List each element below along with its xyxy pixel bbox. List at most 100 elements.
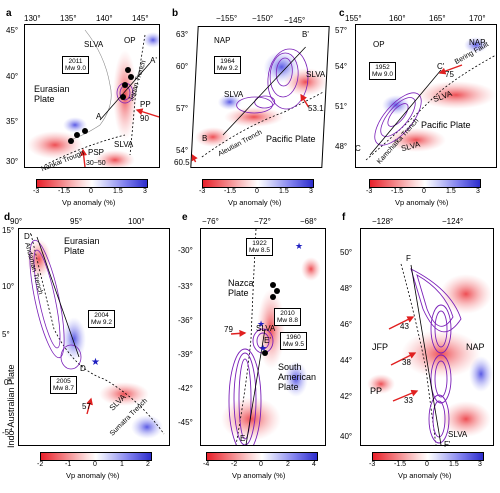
profile-end: A — [96, 112, 102, 121]
lat-tick: 42° — [340, 392, 353, 401]
lon-tick: −145° — [284, 16, 306, 25]
slva-label: SLVA — [306, 70, 326, 79]
lon-tick: 140° — [96, 14, 113, 23]
contours — [228, 328, 274, 445]
colorbar-tick: 0 — [425, 461, 429, 468]
colorbar-tick: 3 — [309, 188, 313, 195]
colorbar-tick: 0 — [89, 188, 93, 195]
colorbar — [372, 452, 484, 461]
colorbar-tick: 1.5 — [446, 188, 456, 195]
velocity-label: 38 — [402, 358, 411, 367]
earthquake-label: 2004 Mw 9.2 — [88, 310, 115, 328]
map-canvas — [27, 29, 159, 167]
slow-anomaly — [99, 382, 149, 406]
colorbar-title: Vp anomaly (%) — [66, 471, 120, 480]
lat-tick: -36° — [178, 316, 193, 325]
colorbar-tick: -1.5 — [394, 461, 407, 468]
slva-label: SLVA — [256, 324, 276, 333]
plate-motion-arrow — [135, 108, 159, 118]
colorbar — [202, 179, 314, 188]
map-sumatra: ★ — [18, 228, 170, 446]
colorbar-tick: 3 — [478, 461, 482, 468]
lon-tick: −128° — [372, 217, 394, 226]
panel-label: b — [172, 8, 179, 19]
lon-tick: 160° — [389, 14, 406, 23]
plate-label: NAP — [466, 342, 485, 352]
lon-tick: 170° — [469, 14, 486, 23]
profile-end: E' — [264, 336, 271, 345]
colorbar-tick: -3 — [199, 188, 206, 195]
plate-label: NAP — [214, 36, 231, 45]
colorbar-title: Vp anomaly (%) — [62, 198, 116, 207]
panel-b: b −155° −150° −145° 63° 60° 57° 54° 1964… — [166, 0, 332, 225]
fast-anomaly — [143, 32, 159, 48]
lon-tick: −124° — [442, 217, 464, 226]
plate-motion-arrow — [86, 397, 93, 415]
velocity-label: 33 — [404, 396, 413, 405]
earthquake-label: 2010 Mw 8.8 — [274, 308, 301, 326]
trench-line — [365, 54, 496, 161]
colorbar-tick: -1 — [65, 461, 72, 468]
plate-label: PP — [140, 100, 151, 109]
colorbar-tick: -3 — [33, 188, 40, 195]
slow-anomaly — [221, 397, 281, 441]
slow-anomaly — [401, 330, 481, 378]
colorbar — [369, 179, 481, 188]
slva-label: SLVA — [114, 140, 134, 149]
lon-tick: −155° — [216, 14, 238, 23]
plate-label: OP — [124, 36, 136, 45]
panel-d: d 90° 95° 100° 15° 10° 5° 0° -5° ★ D' Eu… — [0, 212, 175, 493]
velocity-label: 43 — [400, 322, 409, 331]
lat-tick: 10° — [2, 282, 15, 291]
panel-f: f −128° −124° 50° 48° 46° 44° 42° 40° F … — [332, 212, 500, 493]
slva-label: SLVA — [448, 430, 468, 439]
slow-anomaly — [27, 239, 51, 279]
velocity-label: 90 — [140, 114, 149, 123]
map-canvas — [365, 37, 496, 161]
lat-tick: -39° — [178, 350, 193, 359]
slow-anomaly — [386, 128, 446, 152]
profile-line — [245, 328, 266, 445]
fast-anomaly — [469, 356, 493, 392]
profile-line — [222, 46, 306, 136]
profile-end: B — [202, 134, 208, 143]
lat-tick: -33° — [178, 282, 193, 291]
lat-tick: 54° — [176, 146, 189, 155]
plate-motion-arrow — [438, 64, 463, 75]
plate-label: PSP — [88, 148, 105, 157]
colorbar — [36, 179, 148, 188]
colorbar-title: Vp anomaly (%) — [398, 471, 452, 480]
lat-tick: 30° — [6, 157, 19, 166]
lat-tick: 5° — [2, 330, 10, 339]
plate-label: Eurasian Plate — [64, 236, 100, 256]
profile-end: B' — [302, 30, 309, 39]
colorbar-tick: -4 — [203, 461, 210, 468]
epicenter-star-icon: ★ — [257, 319, 265, 329]
colorbar-tick: 0 — [255, 188, 259, 195]
map-canvas: ★ ★ ★ — [221, 229, 321, 445]
plate-label: Nazca Plate — [228, 278, 254, 298]
profile-end: A' — [150, 56, 157, 65]
slow-anomaly — [301, 257, 321, 281]
colorbar — [40, 452, 152, 461]
plate-label: Eurasian Plate — [34, 84, 70, 104]
contours — [29, 239, 82, 370]
lon-tick: 155° — [345, 14, 362, 23]
velocity-label: 30~50 — [86, 160, 106, 167]
velocity-label: 57 — [82, 402, 91, 411]
colorbar-tick: 3 — [143, 188, 147, 195]
slow-anomaly — [95, 150, 135, 167]
colorbar-tick: -2 — [231, 461, 238, 468]
colorbar-tick: -3 — [369, 461, 376, 468]
plate-label: Pacific Plate — [266, 134, 316, 144]
colorbar-tick: -2 — [37, 461, 44, 468]
lat-tick: 45° — [6, 26, 19, 35]
lat-tick: 51° — [335, 102, 348, 111]
lat-tick: 60° — [176, 62, 189, 71]
map-kamchatka — [355, 24, 497, 168]
panel-label: f — [342, 212, 346, 223]
trench-line — [30, 233, 165, 435]
epicenter-star-icon: ★ — [295, 241, 303, 251]
lat-tick: 57° — [335, 26, 348, 35]
fast-anomaly — [284, 361, 308, 397]
